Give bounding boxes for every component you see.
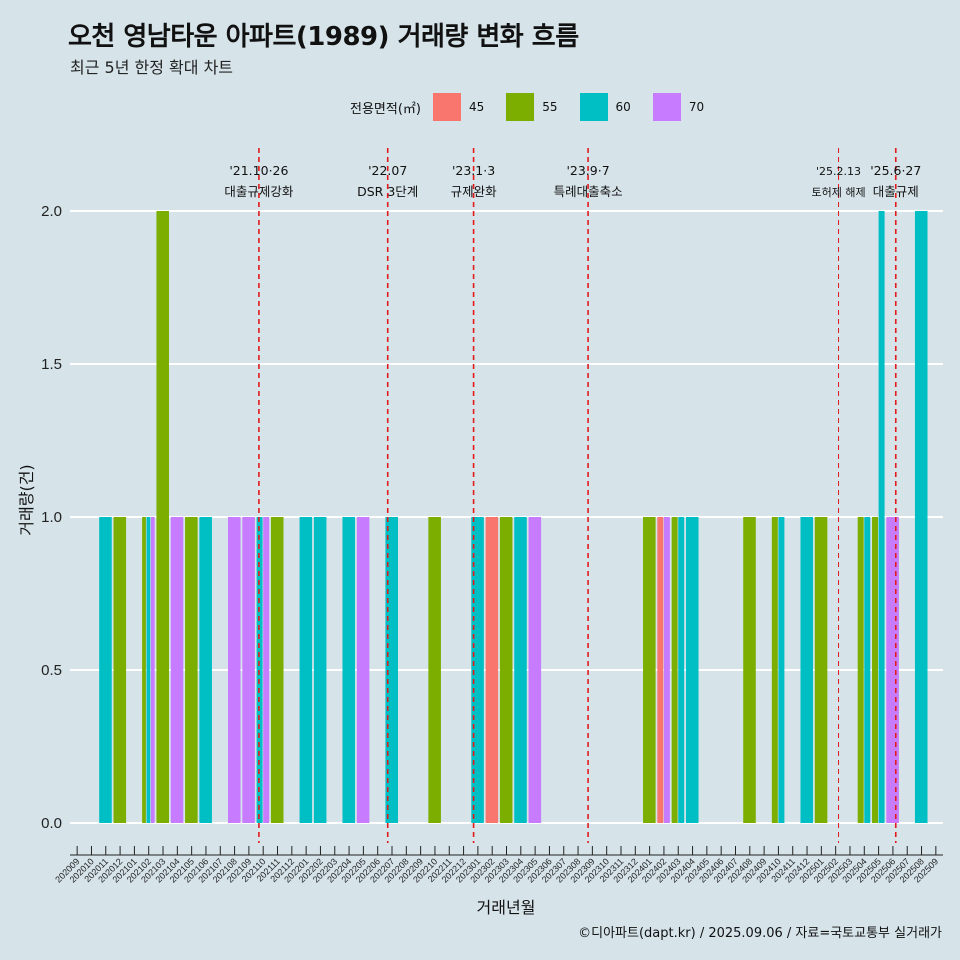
- bar-55-202103: [156, 211, 170, 823]
- bar-70-202104: [170, 517, 184, 823]
- bar-60-202403: [678, 517, 685, 823]
- legend-label-70: 70: [688, 100, 705, 114]
- chart-title: 오천 영남타운 아파트(1989) 거래량 변화 흐름: [68, 22, 579, 52]
- bar-60-202410: [778, 517, 785, 823]
- event-date: '21.10·26: [229, 163, 288, 178]
- legend-title: 전용면적(㎡): [350, 101, 421, 117]
- bar-70-202506: [886, 517, 899, 823]
- bar-60-202102: [146, 517, 151, 823]
- legend-swatch-70: [652, 93, 681, 121]
- bar-60-202505: [878, 211, 885, 823]
- y-tick-label: 2.0: [41, 203, 62, 220]
- legend-swatch-45: [432, 93, 461, 121]
- event-label: 규제완화: [451, 184, 498, 199]
- bar-60-202106: [199, 517, 212, 823]
- bar-55-202504: [857, 517, 864, 823]
- bar-60-202508: [914, 211, 928, 823]
- legend-label-55: 55: [542, 100, 558, 114]
- bar-60-202011: [99, 517, 112, 823]
- event-date: '25.2.13: [816, 165, 861, 178]
- y-tick-label: 1.5: [41, 356, 62, 373]
- event-date: '25.6·27: [870, 163, 921, 178]
- bar-55-202408: [743, 517, 756, 823]
- bar-70-202109: [242, 517, 255, 823]
- bar-45-202302: [485, 517, 499, 823]
- bar-55-202102: [142, 517, 146, 823]
- legend-swatch-60: [579, 93, 608, 121]
- bar-70-202305: [528, 517, 542, 823]
- event-date: '23.1·3: [452, 163, 495, 178]
- bar-55-202111: [270, 517, 284, 823]
- y-tick-label: 0.5: [41, 662, 62, 679]
- y-tick-label: 0.0: [41, 815, 62, 832]
- bar-70-202205: [356, 517, 370, 823]
- bar-55-202401: [643, 517, 656, 823]
- source-caption: ©디아파트(dapt.kr) / 2025.09.06 / 자료=국토교통부 실…: [578, 926, 942, 941]
- bar-55-202403: [671, 517, 678, 823]
- event-date: '22.07: [368, 163, 407, 178]
- legend: 전용면적(㎡) 45 55 60 70: [350, 92, 720, 122]
- bar-70-202108: [227, 517, 241, 823]
- event-label: 특례대출축소: [554, 184, 623, 199]
- bar-60-202207: [385, 517, 398, 823]
- bar-60-202404: [685, 517, 699, 823]
- bar-55-202303: [499, 517, 513, 823]
- bar-60-202504: [864, 517, 871, 823]
- bar-70-202402: [663, 517, 670, 823]
- bar-60-202204: [342, 517, 356, 823]
- bar-45-202402: [657, 517, 664, 823]
- event-label: 대출규제강화: [224, 184, 294, 199]
- event-date: '23.9·7: [566, 163, 609, 178]
- bar-60-202412: [800, 517, 814, 823]
- bar-70-202102: [150, 517, 155, 823]
- bar-60-202301: [471, 517, 484, 823]
- bar-55-202501: [814, 517, 828, 823]
- chart-subtitle: 최근 5년 한정 확대 차트: [70, 58, 234, 77]
- bar-60-202304: [514, 517, 527, 823]
- bar-55-202210: [428, 517, 441, 823]
- legend-label-45: 45: [468, 100, 485, 114]
- event-label: 토허제 해제: [811, 185, 865, 199]
- legend-swatch-55: [506, 93, 535, 121]
- bar-55-202012: [113, 517, 127, 823]
- bar-55-202105: [185, 517, 198, 823]
- bar-55-202410: [771, 517, 778, 823]
- legend-label-60: 60: [615, 100, 631, 114]
- y-tick-label: 1.0: [41, 509, 62, 526]
- bar-60-202202: [313, 517, 327, 823]
- bar-60-202201: [299, 517, 313, 823]
- event-label: 대출규제: [873, 184, 919, 199]
- x-axis-title: 거래년월: [477, 898, 536, 917]
- bar-70-202110: [263, 517, 270, 823]
- y-axis-title: 거래량(건): [17, 464, 36, 535]
- event-label: DSR 3단계: [357, 184, 418, 199]
- bar-55-202505: [872, 517, 878, 823]
